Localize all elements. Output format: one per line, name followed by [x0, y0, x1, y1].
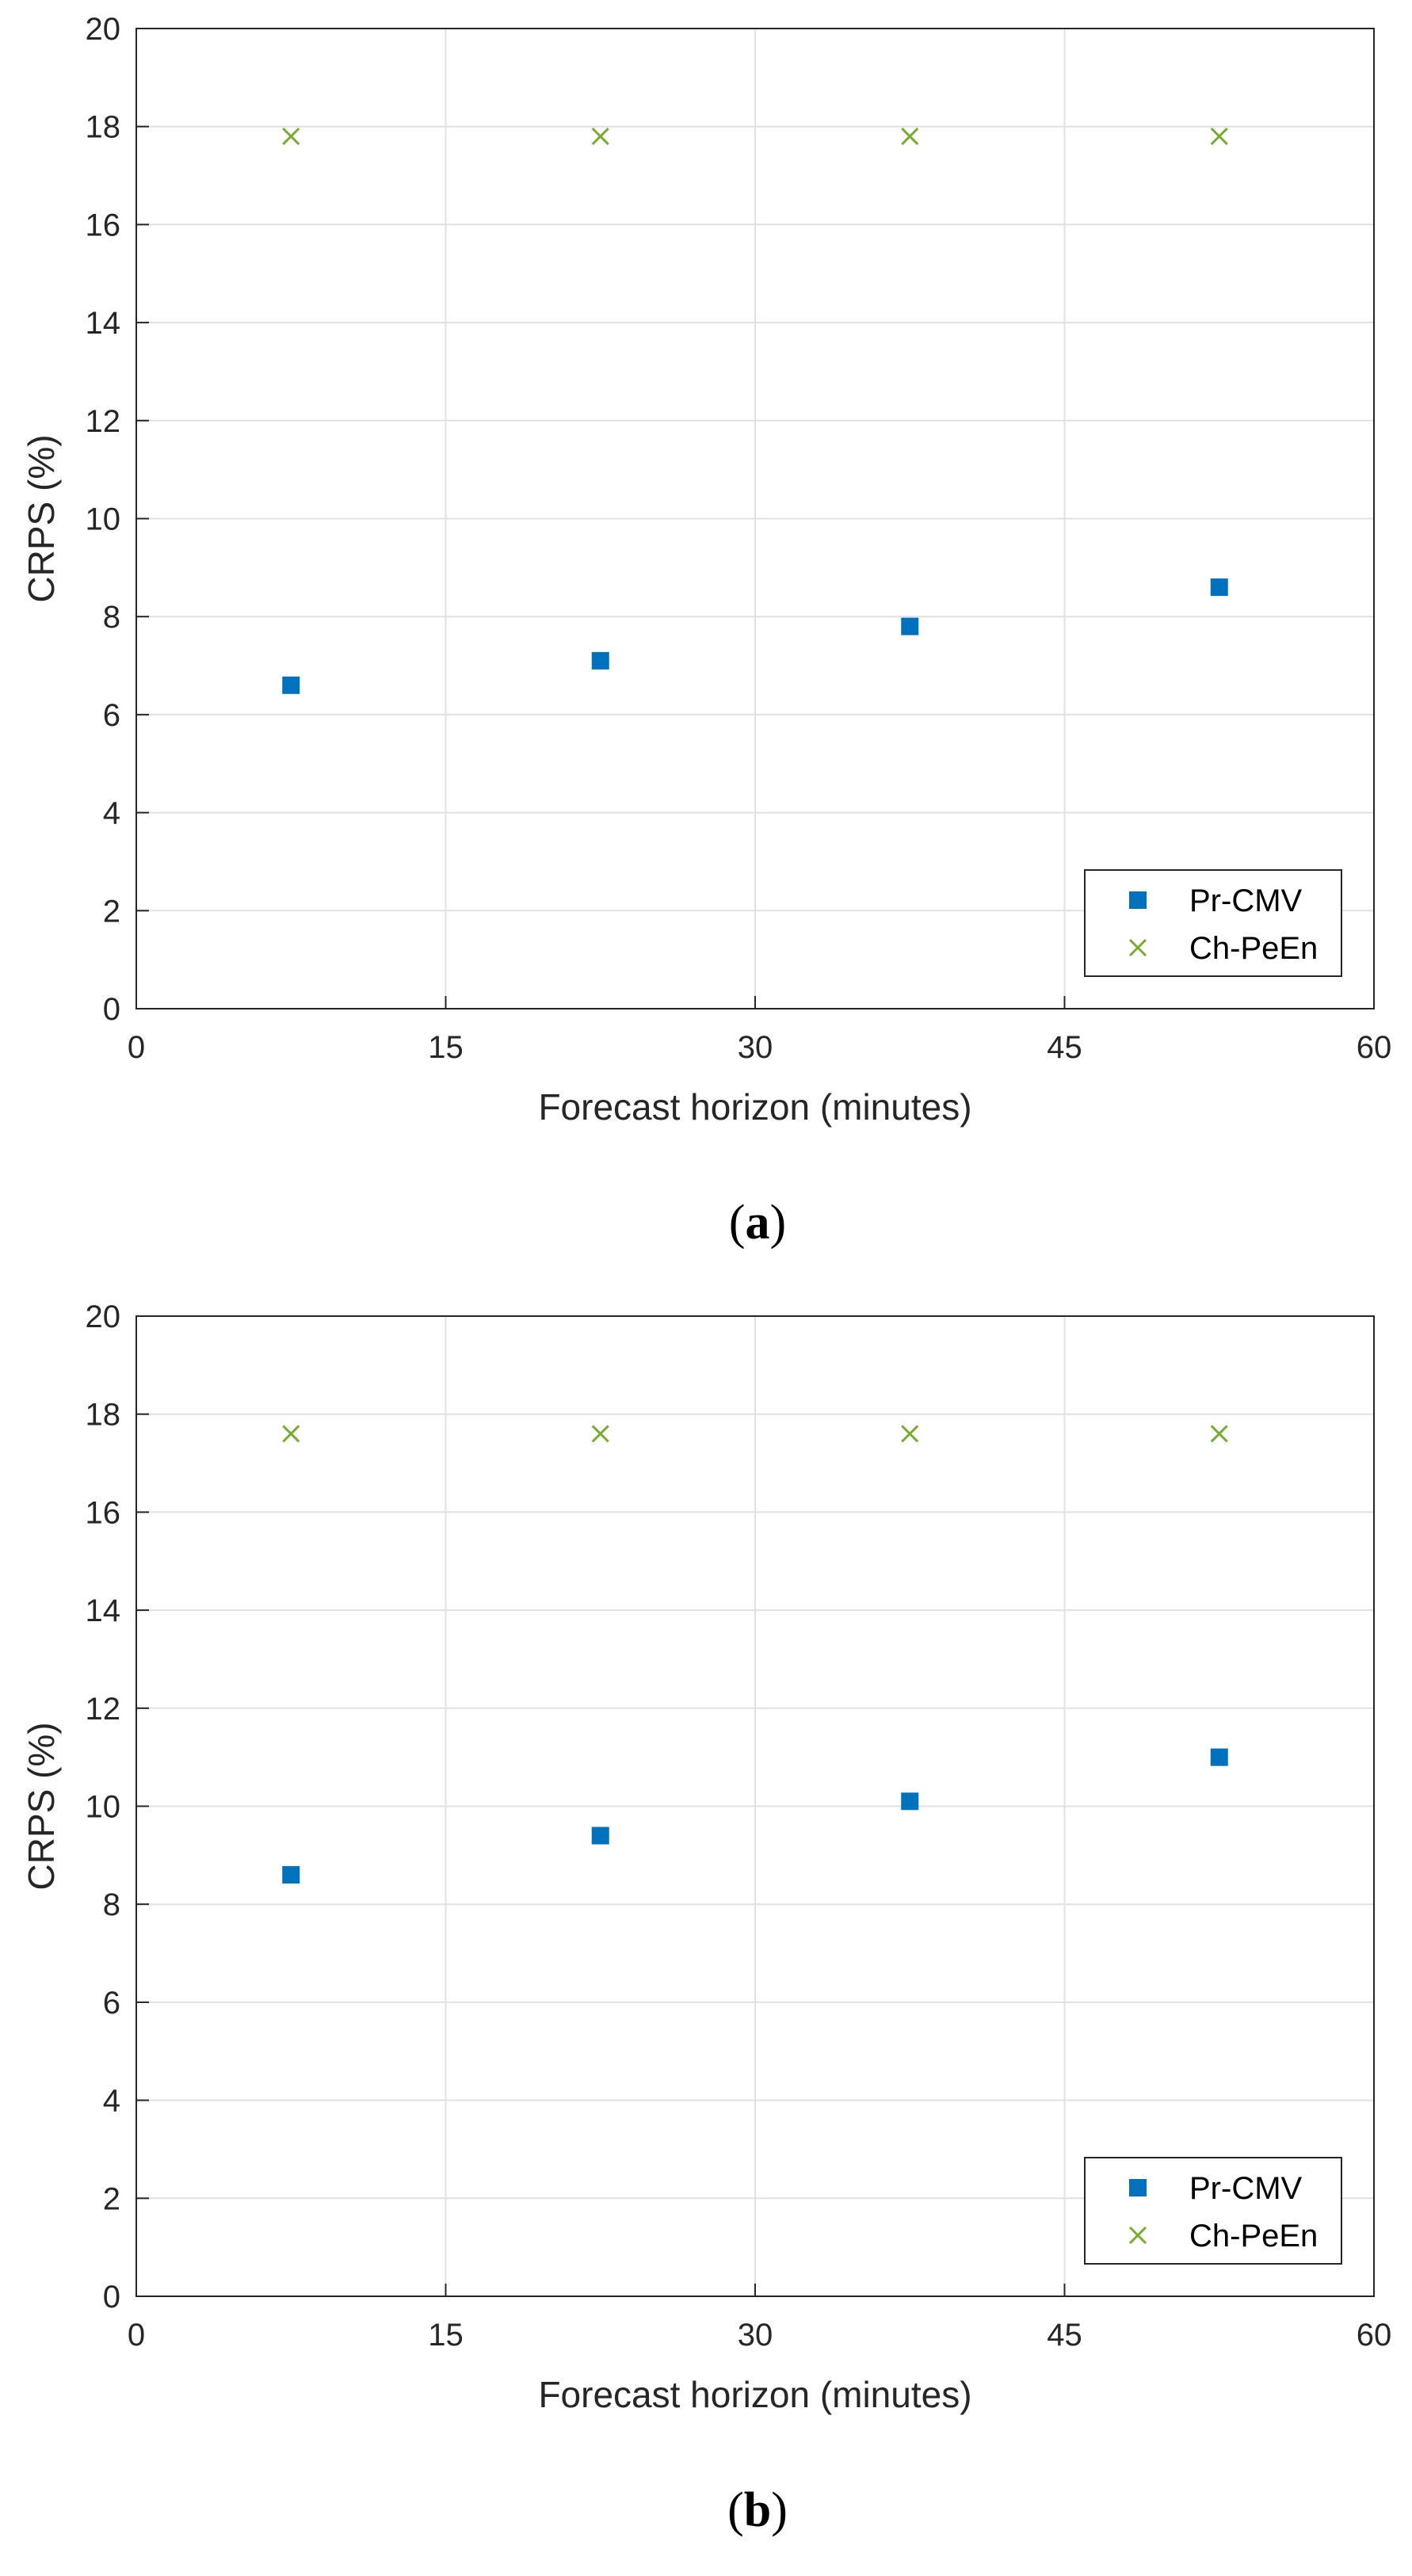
data-point-ch-peen: [901, 128, 919, 146]
x-tick-label: 45: [1047, 1030, 1082, 1065]
y-tick-label: 14: [86, 306, 121, 341]
data-point-pr-cmv: [1210, 1748, 1228, 1766]
series-ch-peen: [282, 128, 1228, 146]
y-tick-label: 0: [103, 2280, 120, 2315]
data-point-ch-peen: [282, 1425, 300, 1443]
y-tick-label: 6: [103, 698, 120, 733]
data-point-pr-cmv: [591, 1826, 609, 1845]
x-axis-label: Forecast horizon (minutes): [538, 1086, 971, 1128]
y-tick-label: 12: [86, 404, 121, 439]
x-tick-label: 45: [1047, 2318, 1082, 2353]
data-point-ch-peen: [591, 128, 609, 146]
data-point-pr-cmv: [1210, 578, 1228, 597]
panel-caption: (b): [727, 2483, 788, 2537]
legend: Pr-CMV Ch-PeEn: [1084, 2157, 1342, 2265]
y-tick-label: 12: [86, 1692, 121, 1727]
y-tick-label: 18: [86, 110, 121, 145]
series-pr-cmv: [282, 578, 1228, 694]
grid-lines: [136, 29, 1374, 1009]
y-tick-label: 18: [86, 1398, 121, 1433]
y-tick-label: 20: [86, 1299, 121, 1334]
data-point-ch-peen: [591, 1425, 609, 1443]
y-tick-label: 20: [86, 12, 121, 47]
data-point-pr-cmv: [282, 676, 300, 694]
x-tick-label: 60: [1357, 1030, 1392, 1065]
y-axis-label: CRPS (%): [21, 434, 62, 602]
legend-box: [1084, 869, 1342, 977]
x-tick-label: 15: [428, 1030, 464, 1065]
data-point-pr-cmv: [591, 651, 609, 670]
panel-caption: (a): [729, 1196, 786, 1250]
legend-label-ch-peen: Ch-PeEn: [1189, 931, 1318, 966]
scatter-chart-b: 0 15 30 45 60 0 2 4 6 8 10 12 14 16 18 20 Forecast horiz…: [21, 1299, 1392, 2537]
y-tick-label: 4: [103, 2084, 120, 2119]
axis-ticks: 0 15 30 45 60 0 2 4 6 8 10 12 14 16 18 20: [86, 12, 1392, 1065]
data-point-ch-peen: [901, 1425, 919, 1443]
scatter-chart-a: 0 15 30 45 60 0 2 4 6 8 10 12 14 16 18 20 Forecast horiz…: [21, 12, 1392, 1250]
data-point-ch-peen: [282, 128, 300, 146]
x-tick-label: 15: [428, 2318, 464, 2353]
data-point-ch-peen: [1210, 128, 1228, 146]
y-tick-label: 8: [103, 1887, 120, 1922]
y-tick-label: 16: [86, 1495, 121, 1530]
axis-ticks: 0 15 30 45 60 0 2 4 6 8 10 12 14 16 18 20: [86, 1299, 1392, 2353]
legend-marker-pr-cmv: [1129, 2179, 1147, 2196]
y-tick-label: 14: [86, 1593, 121, 1628]
legend-marker-ch-peen: [1128, 938, 1147, 957]
x-tick-label: 0: [128, 2318, 145, 2353]
legend-marker-pr-cmv: [1129, 891, 1147, 909]
x-axis-label: Forecast horizon (minutes): [538, 2374, 971, 2415]
y-tick-label: 0: [103, 992, 120, 1027]
y-tick-label: 4: [103, 796, 120, 831]
series-ch-peen: [282, 1425, 1228, 1443]
y-tick-label: 6: [103, 1986, 120, 2021]
legend-label-pr-cmv: Pr-CMV: [1189, 2171, 1303, 2206]
x-tick-label: 60: [1357, 2318, 1392, 2353]
y-axis-label: CRPS (%): [21, 1722, 62, 1890]
chart-panel-a: 0 15 30 45 60 0 2 4 6 8 10 12 14 16 18 20 Forecast horiz…: [21, 12, 1392, 1250]
x-tick-label: 30: [738, 1030, 773, 1065]
legend: Pr-CMV Ch-PeEn: [1084, 869, 1342, 977]
y-tick-label: 2: [103, 894, 120, 929]
grid-lines: [136, 1316, 1374, 2296]
y-tick-label: 10: [86, 502, 121, 537]
legend-label-ch-peen: Ch-PeEn: [1189, 2219, 1318, 2254]
x-tick-label: 0: [128, 1030, 145, 1065]
legend-marker-ch-peen: [1128, 2226, 1147, 2245]
data-point-ch-peen: [1210, 1425, 1228, 1443]
y-tick-label: 2: [103, 2181, 120, 2216]
y-tick-label: 8: [103, 600, 120, 635]
chart-panel-b: 0 15 30 45 60 0 2 4 6 8 10 12 14 16 18 20 Forecast horiz…: [0, 1288, 1412, 2576]
legend-box: [1084, 2157, 1342, 2265]
data-point-pr-cmv: [282, 1866, 300, 1884]
x-tick-label: 30: [738, 2318, 773, 2353]
data-point-pr-cmv: [901, 617, 919, 635]
y-tick-label: 10: [86, 1790, 121, 1825]
data-point-pr-cmv: [901, 1792, 919, 1811]
series-pr-cmv: [282, 1748, 1228, 1884]
y-tick-label: 16: [86, 208, 121, 242]
legend-label-pr-cmv: Pr-CMV: [1189, 883, 1303, 918]
